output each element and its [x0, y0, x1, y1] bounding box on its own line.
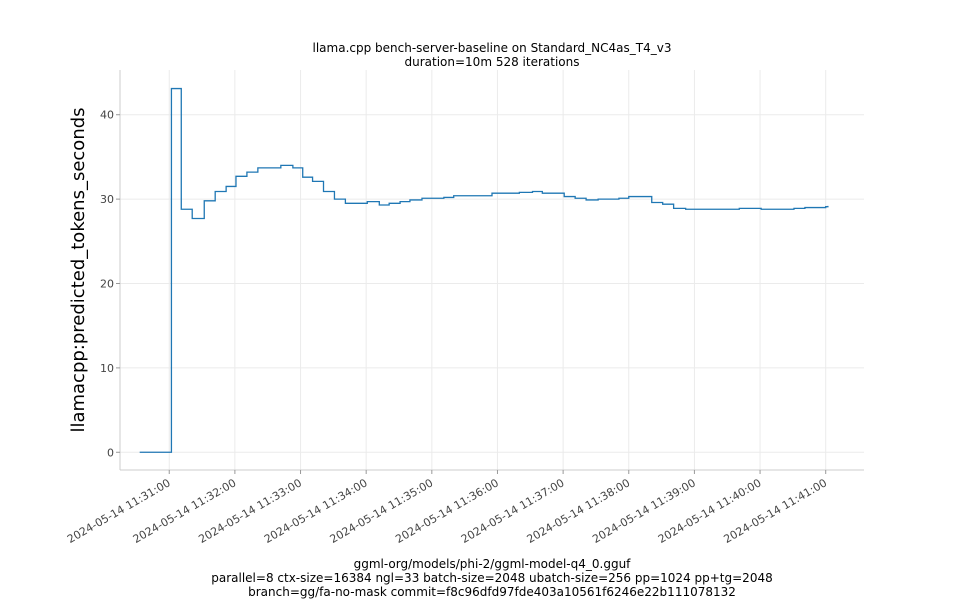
y-axis-label: llamacpp:predicted_tokens_seconds: [68, 107, 89, 432]
y-tick-label: 20: [100, 278, 114, 291]
x-label-line-2: parallel=8 ctx-size=16384 ngl=33 batch-s…: [211, 571, 772, 585]
x-label-line-3: branch=gg/fa-no-mask commit=f8c96dfd97fd…: [248, 585, 736, 599]
chart-title: llama.cpp bench-server-baseline on Stand…: [313, 41, 672, 55]
x-tick-label: 2024-05-14 11:31:00: [65, 476, 173, 546]
x-label-line-1: ggml-org/models/phi-2/ggml-model-q4_0.gg…: [354, 557, 632, 571]
y-tick-label: 0: [107, 446, 114, 459]
y-tick-label: 30: [100, 193, 114, 206]
series-line: [139, 87, 829, 453]
y-tick-label: 40: [100, 109, 114, 122]
y-tick-label: 10: [100, 362, 114, 375]
chart-subtitle: duration=10m 528 iterations: [405, 55, 580, 69]
